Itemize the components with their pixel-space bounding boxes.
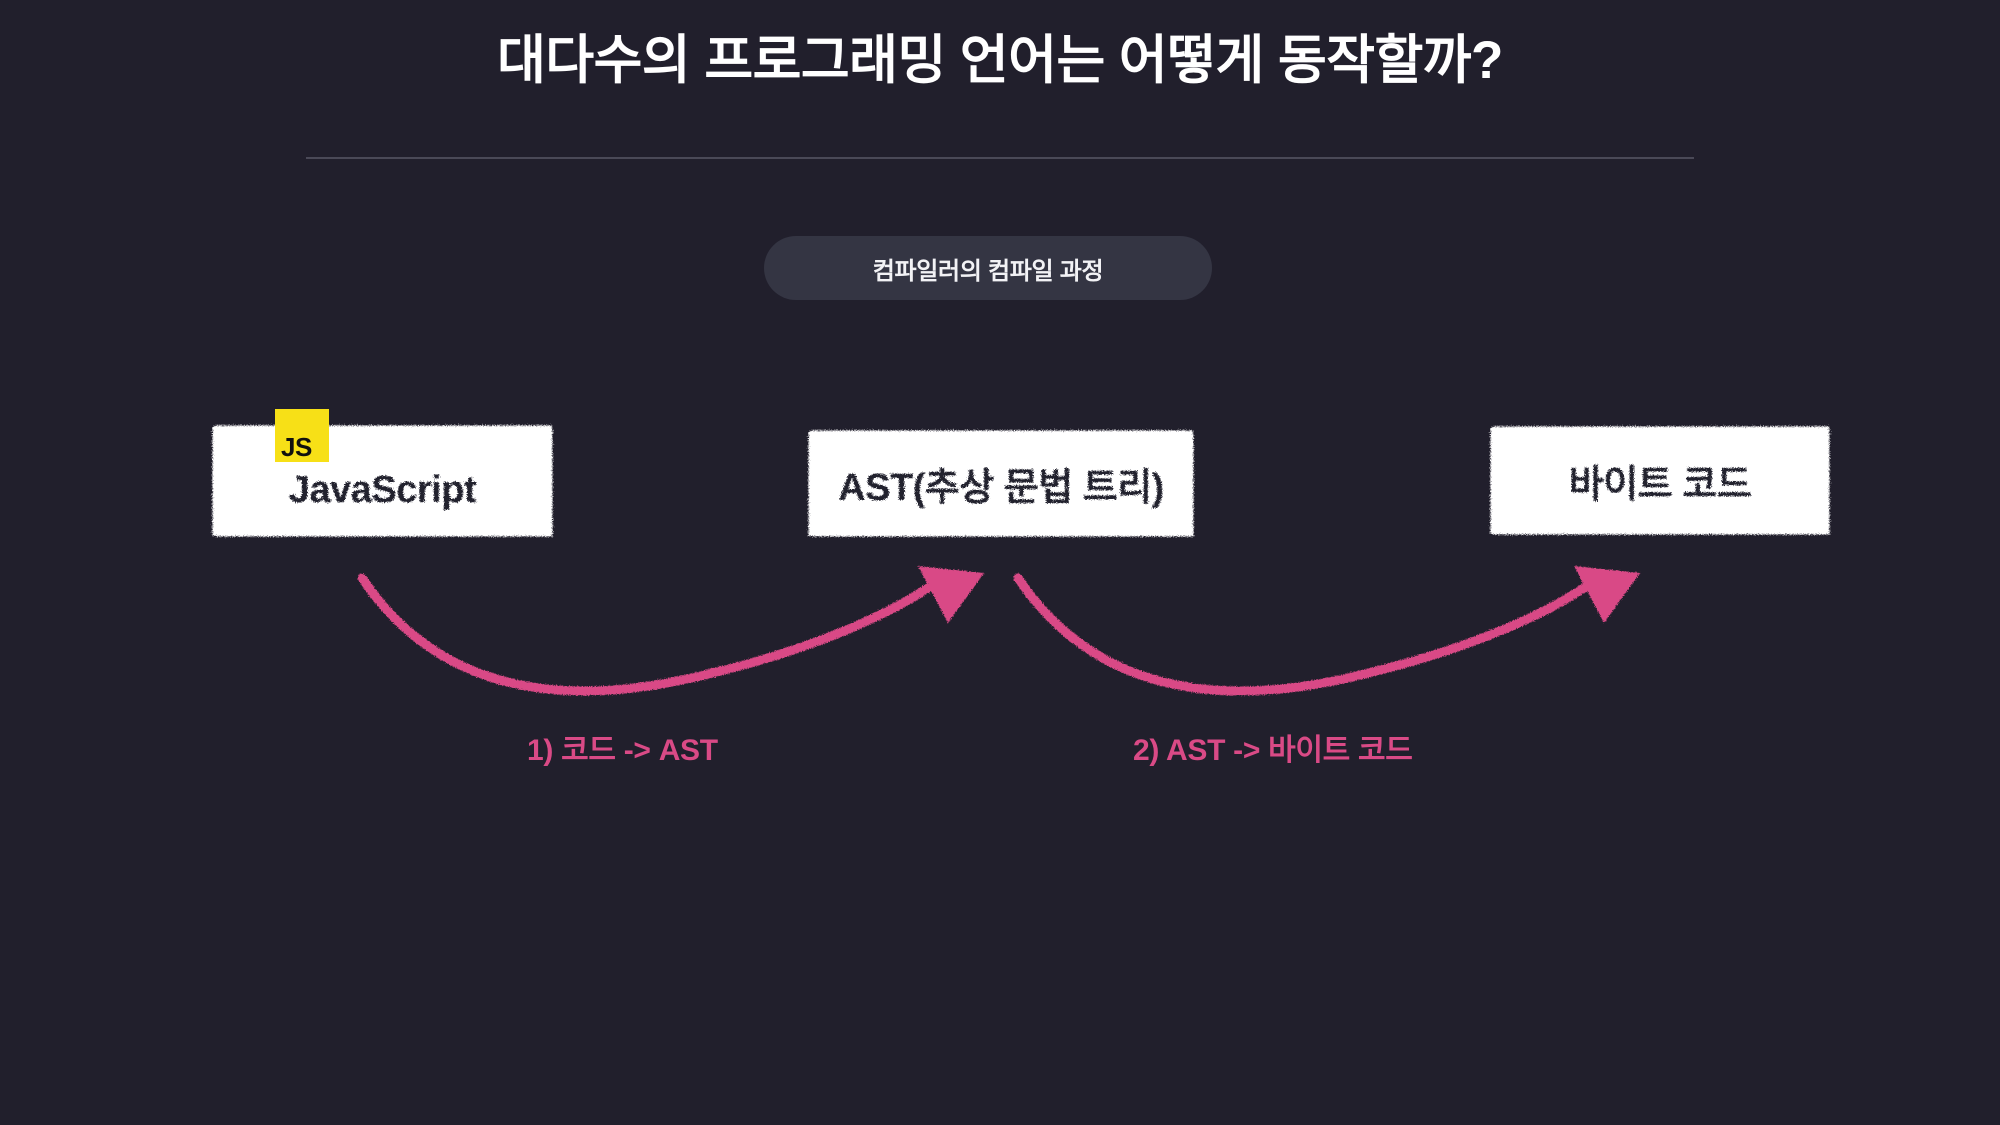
title-divider (306, 157, 1694, 159)
flow-node-javascript-label: JavaScript (288, 468, 477, 511)
arrow-label-code-to-ast: 1) 코드 -> AST (527, 734, 718, 767)
flow-node-ast-label: AST(추상 문법 트리) (838, 467, 1164, 509)
flow-node-ast[interactable]: AST(추상 문법 트리) (810, 432, 1192, 535)
arrowhead-ast-to-bytecode (1574, 566, 1640, 623)
arrow-path-code-to-ast (357, 571, 950, 696)
section-badge-label: 컴파일러의 컴파일 과정 (872, 257, 1104, 285)
flow-node-bytecode-label: 바이트 코드 (1568, 464, 1752, 506)
section-badge: 컴파일러의 컴파일 과정 (764, 236, 1212, 300)
javascript-logo-label: JS (281, 432, 312, 462)
slide-title: 대다수의 프로그래밍 언어는 어떻게 동작할까? (497, 31, 1503, 90)
arrowhead-code-to-ast (918, 566, 984, 623)
javascript-logo-icon: JS (275, 409, 329, 462)
arrow-path-ast-to-bytecode (1013, 571, 1606, 696)
flow-node-javascript[interactable]: JavaScript (214, 427, 551, 535)
flow-node-bytecode[interactable]: 바이트 코드 (1492, 428, 1828, 533)
arrow-label-ast-to-bytecode: 2) AST -> 바이트 코드 (1133, 734, 1413, 767)
